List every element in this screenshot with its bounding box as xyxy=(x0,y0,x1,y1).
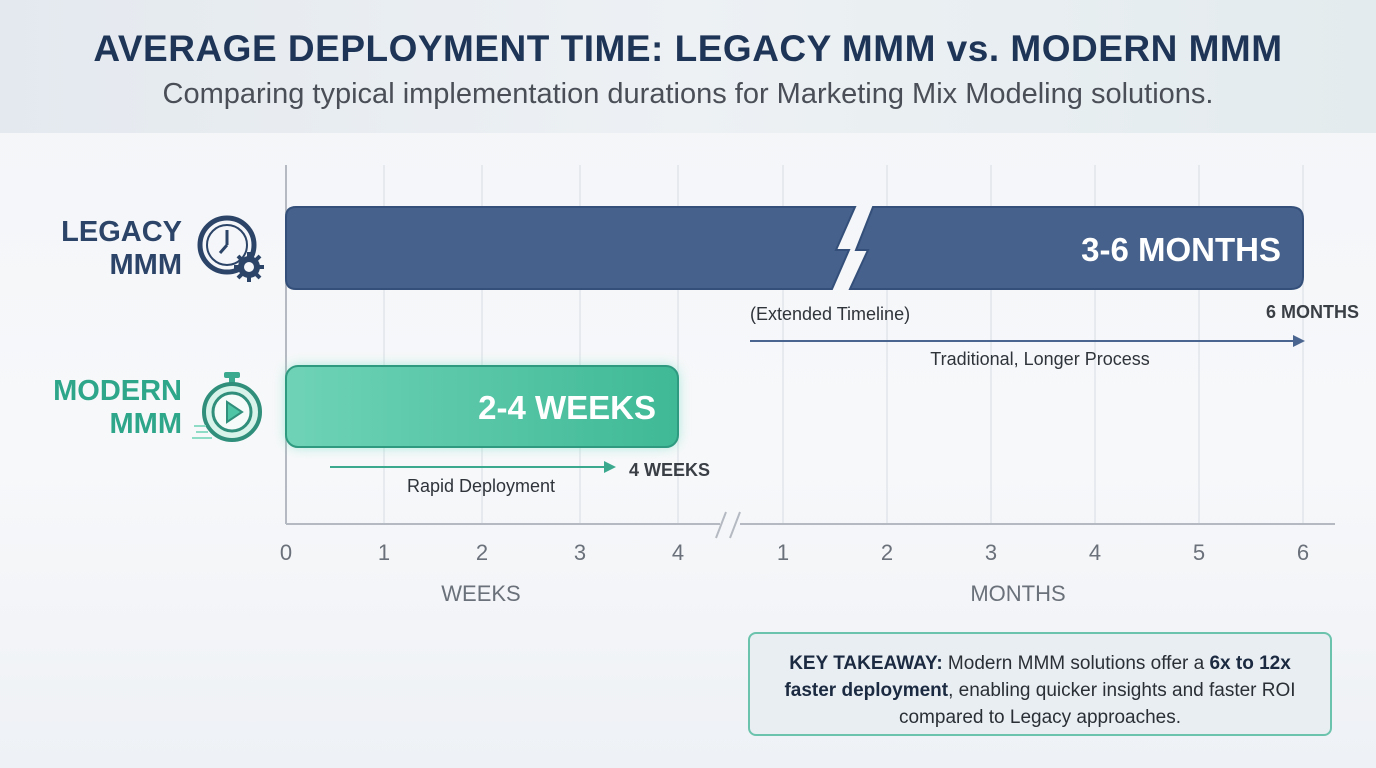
modern-arrow-label: Rapid Deployment xyxy=(407,476,555,496)
modern-row-label: MODERN MMM xyxy=(30,375,182,441)
legacy-label-line1: LEGACY xyxy=(61,216,182,248)
x-tick-label-weeks: 2 xyxy=(476,540,488,565)
arrow-head-icon xyxy=(1293,335,1305,347)
clock-gear-icon xyxy=(197,215,264,282)
x-tick-label-months: 4 xyxy=(1089,540,1101,565)
modern-label-line1: MODERN xyxy=(53,375,182,407)
legacy-bar-right xyxy=(848,206,1304,290)
header: AVERAGE DEPLOYMENT TIME: LEGACY MMM vs. … xyxy=(0,0,1376,133)
x-tick-label-months: 6 xyxy=(1297,540,1309,565)
takeaway-bold: 6x to 12x faster deployment xyxy=(784,653,1291,701)
legacy-bar-label: 3-6 MONTHS xyxy=(1081,231,1281,268)
axis-break-icon xyxy=(715,511,741,539)
modern-bar-label: 2-4 WEEKS xyxy=(478,389,656,426)
legacy-row-label: LEGACY MMM xyxy=(40,216,182,282)
legacy-arrow-label: Traditional, Longer Process xyxy=(930,349,1149,369)
legacy-bar-left xyxy=(285,206,857,290)
stopwatch-play-icon xyxy=(192,372,262,442)
x-tick-label-months: 3 xyxy=(985,540,997,565)
x-axis-title-months: MONTHS xyxy=(970,581,1065,606)
x-axis-title-weeks: WEEKS xyxy=(441,581,520,606)
x-tick-label-weeks: 1 xyxy=(378,540,390,565)
legacy-end-label: 6 MONTHS xyxy=(1266,302,1359,322)
x-tick-label-months: 5 xyxy=(1193,540,1205,565)
arrow-head-icon xyxy=(604,461,616,473)
key-takeaway-box: KEY TAKEAWAY: Modern MMM solutions offer… xyxy=(748,632,1332,736)
x-tick-label-months: 2 xyxy=(881,540,893,565)
takeaway-text-2: , enabling quicker insights and faster R… xyxy=(898,680,1296,728)
modern-bar xyxy=(285,365,679,448)
modern-label-line2: MMM xyxy=(109,408,182,440)
x-tick-label-weeks: 0 xyxy=(280,540,292,565)
page-subtitle: Comparing typical implementation duratio… xyxy=(162,78,1214,110)
modern-end-label: 4 WEEKS xyxy=(629,460,710,480)
x-tick-label-weeks: 4 xyxy=(672,540,684,565)
legacy-label-line2: MMM xyxy=(109,249,182,281)
x-tick-label-weeks: 3 xyxy=(574,540,586,565)
page-title: AVERAGE DEPLOYMENT TIME: LEGACY MMM vs. … xyxy=(93,28,1283,69)
x-tick-label-months: 1 xyxy=(777,540,789,565)
legacy-note: (Extended Timeline) xyxy=(750,304,910,324)
takeaway-lead: KEY TAKEAWAY: xyxy=(789,653,943,674)
takeaway-text-1: Modern MMM solutions offer a xyxy=(942,653,1210,674)
